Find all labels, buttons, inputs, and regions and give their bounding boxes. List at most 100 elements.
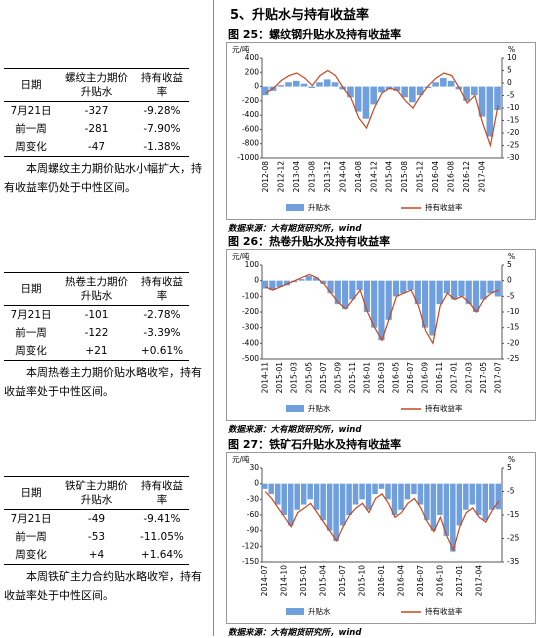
x-tick-label: 2015-04 [385, 161, 394, 193]
table-cell: -281 [84, 123, 109, 135]
chart-frame [226, 42, 536, 220]
bar [424, 483, 430, 521]
note: 本周热卷主力期价贴水略收窄，持有收益率处于中性区间。 [4, 366, 202, 398]
x-tick-label: 2016-03 [377, 362, 386, 394]
bar [456, 483, 463, 526]
bar [450, 483, 456, 552]
table-row: 周变化 +4 +1.64% [4, 546, 189, 565]
bar [292, 80, 300, 87]
y2-tick-label: -35 [507, 557, 519, 566]
table-cell: -2.78% [143, 309, 181, 321]
table-cell: +0.61% [140, 345, 184, 357]
table-block: 日期 热卷主力期价升贴水 持有收益率 7月21日 -101 -2.78% 前一周 -122 -3… [4, 272, 204, 401]
legend-label: 升贴水 [308, 403, 331, 413]
y-tick-label: -200 [242, 307, 259, 316]
x-tick-label: 2017-04 [474, 565, 483, 597]
y2-tick-label: 10 [507, 53, 517, 62]
bar [417, 483, 424, 505]
table-cell: 7月21日 [10, 513, 52, 525]
bar [308, 86, 316, 88]
table-cell: -122 [84, 327, 109, 339]
y-tick-label: -300 [242, 323, 259, 332]
y2-tick-label: -30 [507, 153, 519, 162]
legend-label: 升贴水 [308, 202, 331, 212]
legend-label: 升贴水 [308, 606, 331, 616]
bar [372, 483, 378, 495]
chart-source: 数据来源：大有期货研究所，wind [228, 425, 362, 435]
bar [429, 280, 436, 336]
table-row: 7月21日 -327 -9.28% [4, 102, 189, 121]
bar [393, 86, 401, 91]
table-cell: +21 [85, 345, 108, 357]
bar [447, 80, 455, 87]
chart-source: 数据来源：大有期货研究所，wind [228, 628, 362, 638]
chart-title: 图 25：螺纹钢升贴水及持有收益率 [228, 28, 402, 41]
x-tick-label: 2017-01 [455, 565, 464, 597]
bar [476, 483, 482, 515]
bar [269, 280, 276, 291]
table-block: 日期 螺纹主力期价升贴水 持有收益率 7月21日 -327 -9.28% 前一周 -281 -7… [4, 68, 204, 197]
bar [268, 483, 274, 495]
bar [437, 483, 443, 515]
bar [489, 483, 495, 510]
header-row: 日期 铁矿主力期价升贴水 持有收益率 [4, 476, 189, 510]
x-tick-label: 2015-01 [299, 565, 308, 597]
y-tick-label: -120 [242, 541, 259, 550]
table-body: 7月21日 -101 -2.78% 前一周 -122 -3.39% 周变化 +21 +0.61% [4, 306, 189, 361]
y-tick-label: -500 [242, 354, 259, 363]
y-tick-label: -600 [242, 124, 259, 133]
bar [392, 280, 400, 297]
table-cell: 周变化 [15, 549, 47, 561]
header-row: 日期 热卷主力期价升贴水 持有收益率 [4, 272, 189, 306]
bar [400, 280, 407, 294]
table-cell: -49 [87, 513, 106, 525]
table-cell: -3.39% [143, 327, 181, 339]
table-cell: -9.28% [143, 105, 181, 117]
y-unit: 元/吨 [232, 454, 250, 464]
bar [494, 86, 501, 110]
legend-label: 持有收益率 [425, 606, 463, 616]
chart-frame [226, 249, 536, 421]
y2-tick-label: 0 [507, 276, 512, 285]
header-cell: 持有收益率 [140, 480, 183, 506]
legend-swatch [286, 204, 304, 211]
bar [356, 280, 363, 291]
x-tick-label: 2013-08 [307, 161, 316, 193]
y-tick-label: 100 [245, 260, 260, 269]
y-tick-label: 0 [254, 479, 259, 488]
y2-unit: % [508, 45, 515, 54]
x-tick-label: 2014-08 [354, 161, 363, 193]
table-row: 7月21日 -101 -2.78% [4, 306, 189, 325]
table-cell: -327 [84, 105, 109, 117]
bar [326, 483, 333, 531]
header-cell: 持有收益率 [140, 72, 183, 98]
line [265, 69, 499, 148]
bar [298, 279, 305, 281]
bar [486, 86, 494, 137]
bar [495, 483, 502, 510]
header-cell: 日期 [20, 487, 42, 499]
x-tick-label: 2016-12 [462, 161, 471, 193]
x-tick-label: 2013-12 [323, 161, 332, 193]
table-cell: 前一周 [15, 531, 47, 543]
bar [300, 83, 308, 87]
y-tick-label: 400 [245, 53, 260, 62]
x-tick-label: 2016-07 [406, 362, 415, 394]
bar [305, 275, 312, 281]
x-tick-label: 2015-05 [304, 362, 313, 394]
chart-frame [226, 452, 536, 624]
y-tick-label: -400 [242, 110, 259, 119]
bar [443, 280, 450, 294]
y-tick-label: 30 [249, 463, 259, 472]
bar [378, 280, 385, 341]
legend-swatch [286, 608, 304, 615]
bar [385, 280, 392, 320]
y2-tick-label: 5 [507, 260, 512, 269]
bar [385, 483, 391, 500]
table-cell: +1.64% [140, 549, 184, 561]
bar [331, 82, 339, 87]
x-tick-label: 2015-01 [275, 362, 284, 394]
y2-tick-label: -25 [507, 354, 519, 363]
y2-tick-label: -5 [507, 291, 515, 300]
bar [281, 483, 287, 515]
